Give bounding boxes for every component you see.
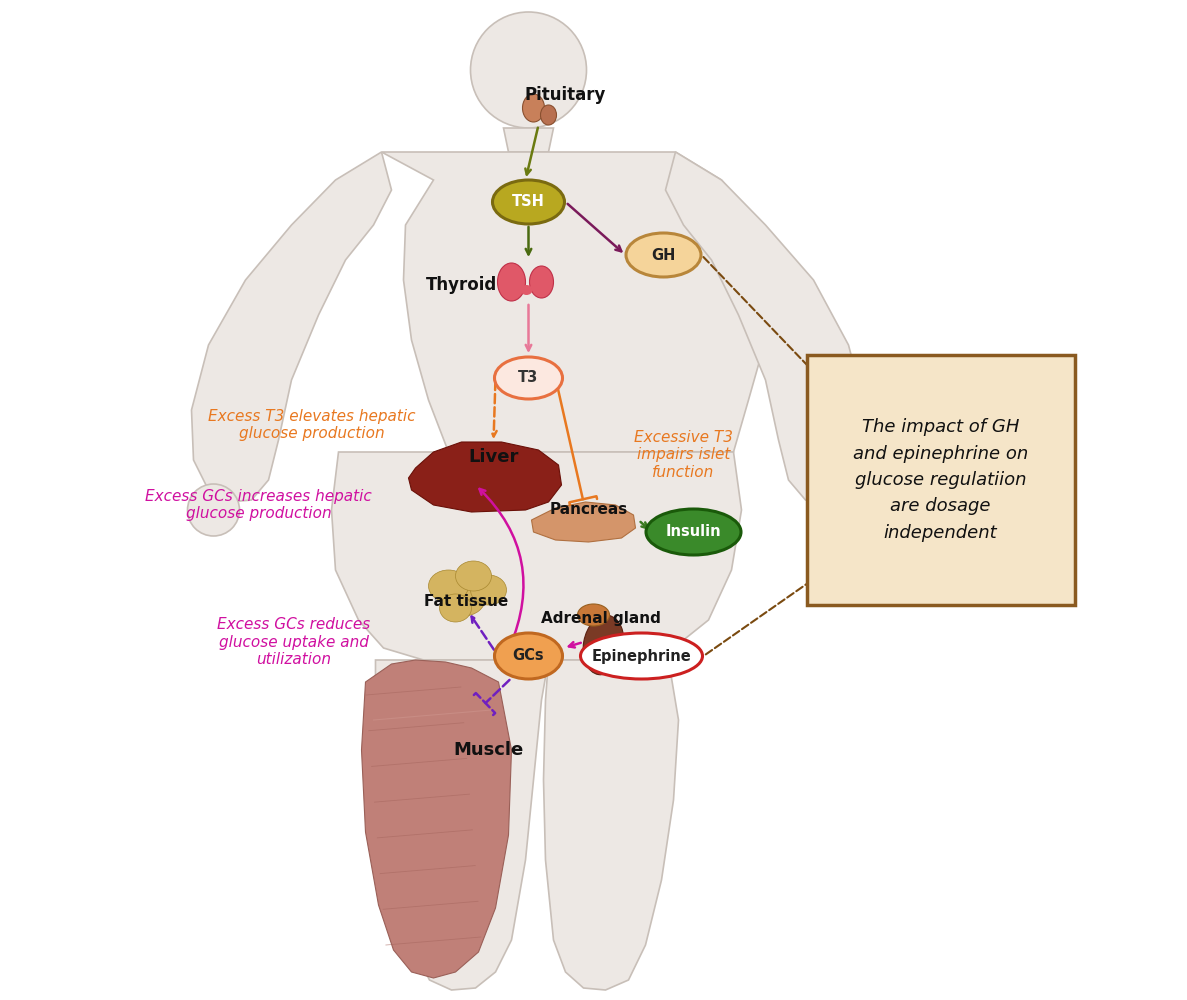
Text: Liver: Liver bbox=[469, 448, 519, 466]
Polygon shape bbox=[532, 502, 635, 542]
Ellipse shape bbox=[540, 105, 557, 125]
Polygon shape bbox=[544, 660, 679, 990]
Ellipse shape bbox=[493, 180, 565, 224]
Text: GH: GH bbox=[652, 247, 675, 262]
Circle shape bbox=[188, 484, 240, 536]
Ellipse shape bbox=[522, 94, 545, 122]
Text: Thyroid: Thyroid bbox=[426, 276, 497, 294]
Polygon shape bbox=[191, 152, 392, 502]
Polygon shape bbox=[666, 152, 865, 502]
Ellipse shape bbox=[626, 233, 702, 277]
Ellipse shape bbox=[583, 615, 624, 675]
Ellipse shape bbox=[470, 575, 507, 605]
Polygon shape bbox=[375, 660, 548, 990]
Ellipse shape bbox=[495, 357, 563, 399]
Text: Fat tissue: Fat tissue bbox=[425, 594, 508, 609]
Text: The impact of GH
and epinephrine on
glucose regulatiion
are dosage
independent: The impact of GH and epinephrine on gluc… bbox=[853, 418, 1028, 542]
Text: Muscle: Muscle bbox=[453, 741, 523, 759]
Text: TSH: TSH bbox=[512, 194, 545, 210]
Text: Excessive T3
impairs islet
function: Excessive T3 impairs islet function bbox=[634, 430, 734, 480]
Polygon shape bbox=[362, 660, 512, 978]
Text: Excess GCs reduces
glucose uptake and
utilization: Excess GCs reduces glucose uptake and ut… bbox=[217, 617, 370, 667]
Text: Epinephrine: Epinephrine bbox=[591, 648, 691, 664]
FancyBboxPatch shape bbox=[806, 355, 1074, 605]
Text: Excess GCs increases hepatic
glucose production: Excess GCs increases hepatic glucose pro… bbox=[145, 489, 372, 521]
Circle shape bbox=[818, 484, 870, 536]
Text: GCs: GCs bbox=[513, 648, 545, 664]
Text: Pancreas: Pancreas bbox=[550, 502, 628, 518]
Ellipse shape bbox=[429, 570, 469, 602]
Ellipse shape bbox=[495, 633, 563, 679]
Polygon shape bbox=[408, 442, 561, 512]
Text: Insulin: Insulin bbox=[666, 524, 722, 540]
Ellipse shape bbox=[646, 509, 741, 555]
Polygon shape bbox=[331, 452, 742, 660]
Ellipse shape bbox=[580, 633, 703, 679]
Ellipse shape bbox=[521, 285, 533, 295]
Text: Pituitary: Pituitary bbox=[525, 86, 607, 104]
Ellipse shape bbox=[578, 604, 609, 626]
Polygon shape bbox=[503, 128, 553, 152]
Text: Adrenal gland: Adrenal gland bbox=[540, 610, 660, 626]
Ellipse shape bbox=[529, 266, 553, 298]
Ellipse shape bbox=[442, 580, 485, 616]
Text: T3: T3 bbox=[519, 370, 539, 385]
Ellipse shape bbox=[456, 561, 491, 591]
Ellipse shape bbox=[439, 594, 471, 622]
Circle shape bbox=[470, 12, 586, 128]
Text: Excess T3 elevates hepatic
glucose production: Excess T3 elevates hepatic glucose produ… bbox=[208, 409, 415, 441]
Ellipse shape bbox=[497, 263, 526, 301]
Polygon shape bbox=[381, 152, 772, 452]
